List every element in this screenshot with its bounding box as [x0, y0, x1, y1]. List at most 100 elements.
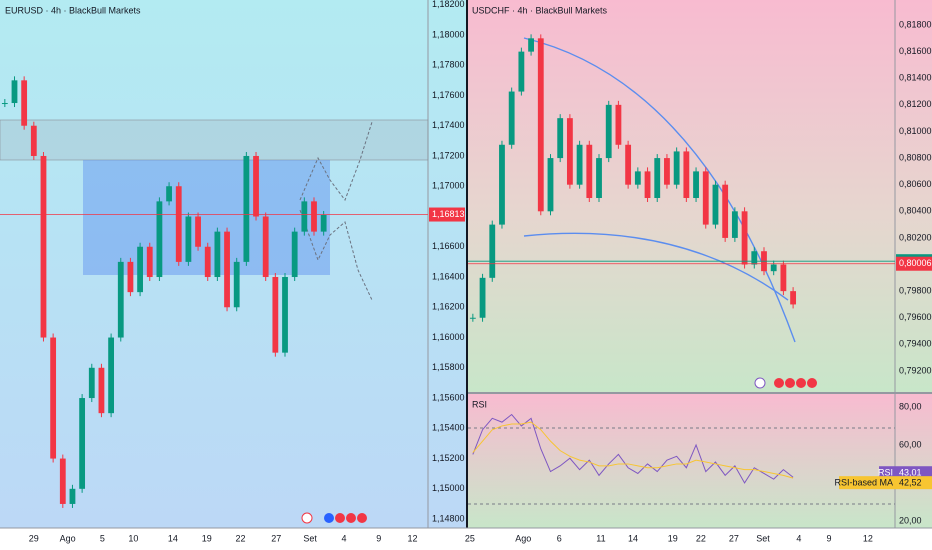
legend-name: RSI-based MA	[834, 478, 893, 488]
candle-body	[40, 155, 47, 338]
y-tick-label: 1,16200	[432, 302, 465, 312]
candle-body	[1, 103, 8, 105]
candle-body	[722, 184, 729, 238]
y-tick-label: 0,79400	[899, 339, 932, 349]
price-tag	[429, 207, 465, 222]
x-tick-label: 9	[376, 533, 381, 543]
candle-body	[272, 277, 279, 353]
x-tick-label: 27	[729, 533, 739, 543]
candle-body	[644, 171, 651, 198]
candle-body	[21, 80, 28, 126]
y-tick-label: 1,17800	[432, 60, 465, 70]
y-tick-label: 0,80800	[899, 152, 932, 162]
y-tick-label: 0,81000	[899, 126, 932, 136]
candle-body	[282, 277, 288, 353]
x-tick-label: Set	[756, 533, 770, 543]
y-tick-label: 0,81400	[899, 73, 932, 83]
x-tick-label: 5	[100, 533, 105, 543]
candle-body	[204, 246, 211, 278]
x-tick-label: 27	[271, 533, 281, 543]
y-tick-label: 20,00	[899, 515, 922, 525]
y-tick-label: 0,81600	[899, 46, 932, 56]
candle-body	[30, 125, 37, 156]
candle-body	[664, 158, 670, 185]
legend-value: 42,52	[899, 478, 922, 488]
right-panel-bg	[468, 0, 932, 392]
x-tick-label: 6	[557, 533, 562, 543]
legend-tag	[879, 466, 932, 480]
candle-body	[634, 171, 641, 185]
candle-body	[499, 144, 505, 225]
y-tick-label: 0,79600	[899, 312, 932, 322]
candle-body	[253, 155, 259, 217]
pane-divider	[468, 392, 932, 394]
candle-body	[291, 231, 298, 278]
candle-body	[537, 38, 544, 212]
x-tick-label: 29	[29, 533, 39, 543]
candle-body	[185, 216, 192, 262]
x-tick-label: 11	[596, 533, 605, 543]
x-tick-label: 14	[168, 533, 178, 543]
price-tag	[896, 256, 932, 271]
candle-body	[88, 367, 95, 399]
rsi-line	[472, 413, 794, 484]
y-tick-label: 1,17000	[432, 181, 465, 191]
candle-body	[262, 216, 269, 278]
y-tick-label: 0,79200	[899, 365, 932, 375]
price-tag-label: 0,80006	[899, 258, 932, 268]
y-tick-label: 60,00	[899, 439, 922, 449]
y-tick-label: 1,18200	[432, 0, 465, 9]
y-tick-label: 1,17200	[432, 150, 465, 160]
x-tick-label: 4	[796, 533, 801, 543]
x-tick-label: 10	[128, 533, 138, 543]
candle-body	[479, 277, 486, 318]
candle-body	[59, 458, 66, 504]
y-tick-label: 1,15000	[432, 483, 465, 493]
candle-body	[156, 201, 163, 278]
candle-body	[146, 246, 153, 278]
candle-body	[673, 151, 680, 185]
y-tick-label: 0,80200	[899, 232, 932, 242]
candle-body	[301, 201, 308, 232]
curve-bottom	[523, 232, 789, 301]
projection-up	[299, 121, 373, 202]
y-tick-label: 1,18000	[432, 29, 465, 39]
x-tick-label: 22	[236, 533, 246, 543]
x-tick-label: 25	[465, 533, 475, 543]
candle-body	[547, 158, 554, 212]
y-tick-label: 1,17600	[432, 90, 465, 100]
event-icons	[301, 377, 817, 524]
y-tick-label: 1,15800	[432, 362, 465, 372]
candle-body	[69, 488, 76, 504]
x-tick-label: 22	[696, 533, 706, 543]
y-tick-label: 0,80600	[899, 179, 932, 189]
candle-body	[654, 158, 661, 198]
y-tick-label: 1,14800	[432, 513, 465, 523]
time-axis-bg	[0, 528, 932, 550]
candle-body	[108, 337, 115, 414]
left-title: EURUSD · 4h · BlackBull Markets	[5, 5, 141, 15]
y-tick-label: 1,15200	[432, 453, 465, 463]
x-tick-label: 19	[202, 533, 212, 543]
candle-body	[127, 261, 134, 293]
y-tick-label: 0,79800	[899, 286, 932, 296]
candle-body	[489, 224, 496, 278]
legend-tag	[839, 476, 932, 490]
x-tick-label: 14	[628, 533, 638, 543]
y-tick-label: 0,80400	[899, 206, 932, 216]
candle-body	[770, 264, 777, 272]
candle-body	[693, 171, 699, 198]
candle-body	[320, 214, 327, 232]
candle-body	[79, 398, 86, 489]
rsi-title: RSI	[472, 399, 487, 409]
left-panel-bg	[0, 0, 466, 528]
candle-body	[751, 251, 758, 265]
candle-body	[605, 104, 612, 159]
y-tick-label: 1,16600	[432, 241, 465, 251]
candle-body	[224, 231, 230, 308]
right-title: USDCHF · 4h · BlackBull Markets	[472, 5, 608, 15]
projection-down	[299, 209, 373, 301]
candle-body	[214, 231, 221, 278]
candle-body	[576, 144, 583, 185]
